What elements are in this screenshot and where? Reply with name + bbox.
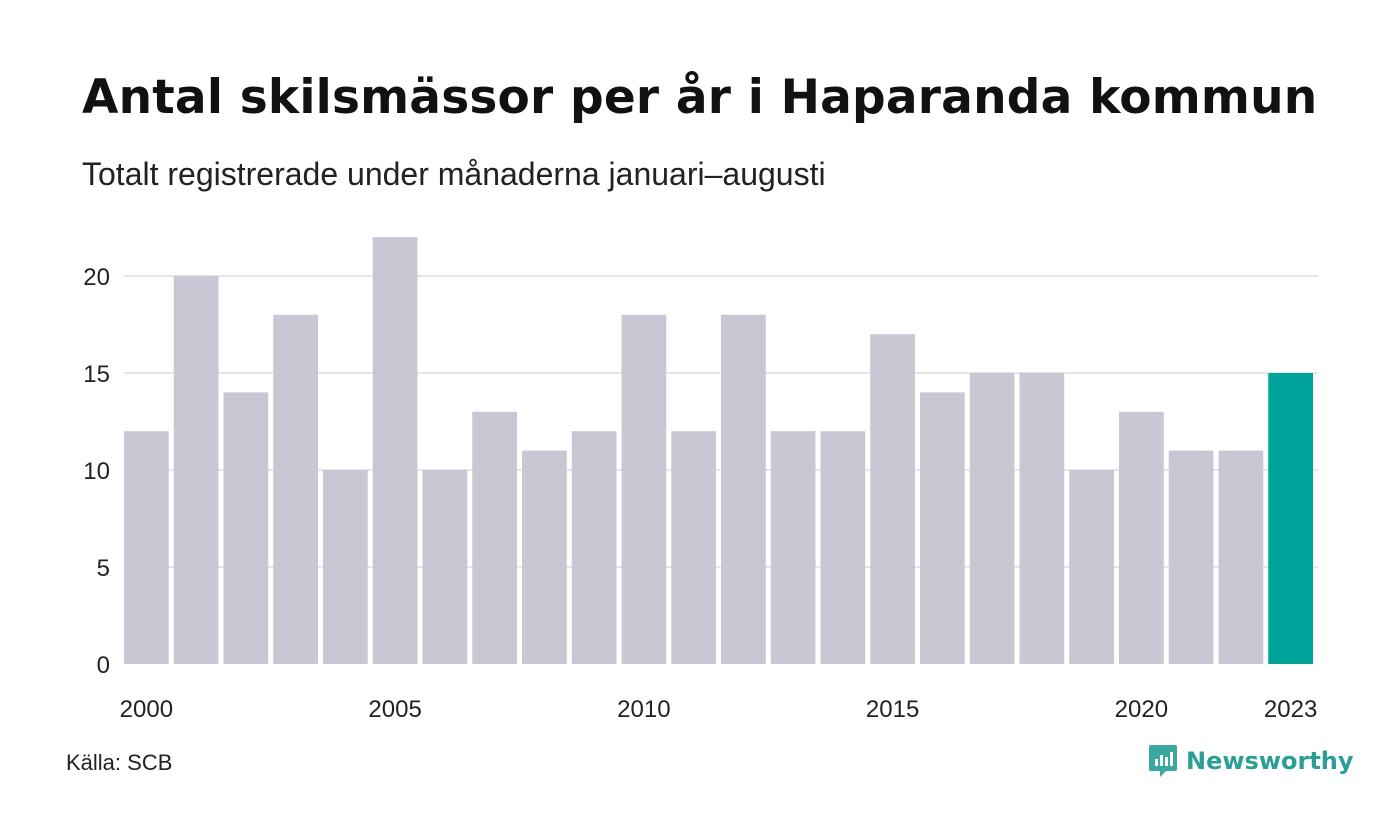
bar-2002 bbox=[223, 392, 269, 664]
y-tick-label-5: 5 bbox=[97, 555, 110, 582]
x-tick-label-2015: 2015 bbox=[866, 696, 919, 723]
bar-2005 bbox=[372, 237, 418, 664]
brand-name: Newsworthy bbox=[1186, 747, 1354, 775]
bar-2004 bbox=[323, 470, 368, 664]
bar-2017 bbox=[969, 373, 1015, 664]
source-note: Källa: SCB bbox=[66, 750, 173, 775]
y-tick-label-10: 10 bbox=[83, 458, 110, 485]
y-tick-label-15: 15 bbox=[83, 361, 110, 388]
bar-2016 bbox=[920, 392, 965, 664]
y-tick-label-0: 0 bbox=[97, 652, 110, 679]
x-tick-label-2000: 2000 bbox=[120, 696, 173, 723]
bar-2006 bbox=[422, 470, 468, 664]
bar-2018 bbox=[1019, 373, 1065, 664]
bars bbox=[124, 237, 1313, 664]
chart-title: Antal skilsmässor per år i Haparanda kom… bbox=[82, 70, 1318, 125]
brand-logo: Newsworthy bbox=[1148, 744, 1354, 778]
bar-2023 bbox=[1268, 373, 1313, 664]
bar-2012 bbox=[721, 314, 766, 664]
y-axis-ticks: 0 5 10 15 20 bbox=[83, 264, 110, 679]
bar-2003 bbox=[273, 314, 318, 664]
bar-2020 bbox=[1119, 411, 1164, 664]
bar-2015 bbox=[870, 334, 915, 664]
bar-2011 bbox=[671, 431, 716, 664]
bar-2008 bbox=[522, 450, 567, 664]
x-tick-label-2005: 2005 bbox=[368, 696, 421, 723]
bar-2001 bbox=[173, 276, 219, 664]
bar-2010 bbox=[621, 314, 667, 664]
y-tick-label-20: 20 bbox=[83, 264, 110, 291]
newsworthy-logo-icon bbox=[1149, 745, 1177, 777]
x-tick-label-2010: 2010 bbox=[617, 696, 670, 723]
bar-2014 bbox=[820, 431, 866, 664]
x-axis-ticks: 2000 2005 2010 2015 2020 2023 bbox=[120, 696, 1318, 723]
bar-2000 bbox=[124, 431, 169, 664]
bar-2009 bbox=[571, 431, 617, 664]
bar-2021 bbox=[1168, 450, 1214, 664]
x-tick-label-2023: 2023 bbox=[1264, 696, 1317, 723]
bar-2007 bbox=[472, 411, 517, 664]
bar-2019 bbox=[1069, 470, 1114, 664]
chart-subtitle: Totalt registrerade under månaderna janu… bbox=[82, 156, 826, 192]
x-tick-label-2020: 2020 bbox=[1115, 696, 1168, 723]
bar-2022 bbox=[1218, 450, 1264, 664]
bar-2013 bbox=[770, 431, 816, 664]
